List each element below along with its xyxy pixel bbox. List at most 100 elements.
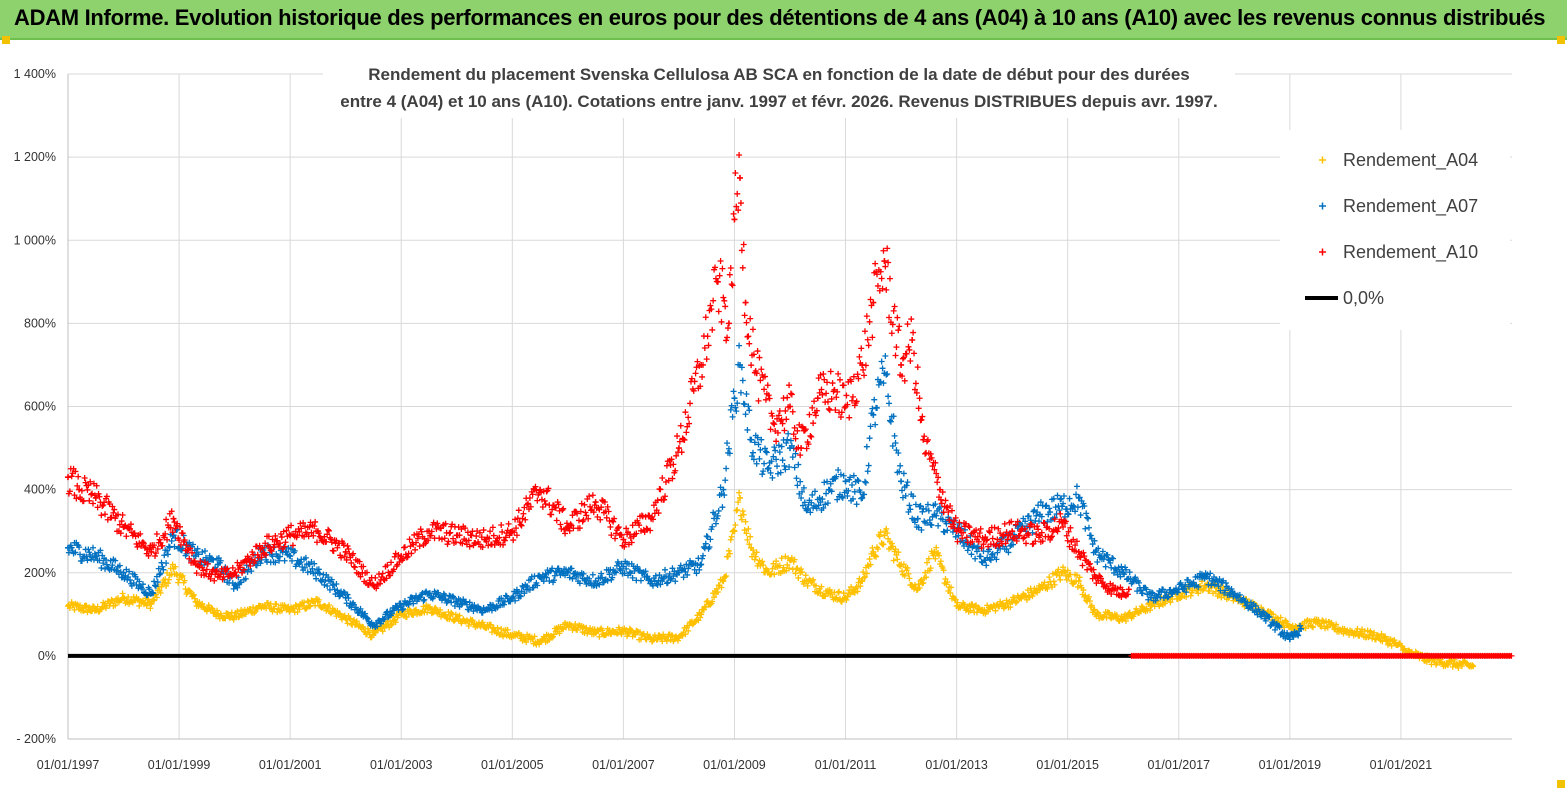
data-point xyxy=(791,424,798,431)
data-point xyxy=(186,555,193,562)
data-point xyxy=(1060,564,1067,571)
data-point xyxy=(534,582,541,589)
data-point xyxy=(383,575,390,582)
data-point xyxy=(118,596,125,603)
data-point xyxy=(750,456,757,463)
data-point xyxy=(75,473,82,480)
data-point xyxy=(416,543,423,550)
data-point xyxy=(487,528,494,535)
data-point xyxy=(1207,570,1214,577)
data-point xyxy=(1270,611,1277,618)
data-point xyxy=(524,583,531,590)
data-point xyxy=(918,527,925,534)
data-point xyxy=(684,423,691,430)
legend-swatch xyxy=(1319,248,1326,256)
data-point xyxy=(1036,534,1042,541)
data-point xyxy=(522,516,529,523)
data-point xyxy=(950,518,957,525)
data-point xyxy=(863,443,870,450)
data-point xyxy=(488,621,495,628)
data-point xyxy=(1121,571,1128,578)
data-point xyxy=(885,393,892,400)
data-point xyxy=(501,537,508,544)
data-point xyxy=(885,535,892,542)
data-point xyxy=(1085,515,1092,522)
data-point xyxy=(889,442,896,449)
data-point xyxy=(969,538,976,545)
data-point xyxy=(553,517,560,524)
data-point xyxy=(614,525,621,532)
data-point xyxy=(486,535,493,542)
data-point xyxy=(326,527,333,534)
data-point xyxy=(668,456,675,463)
data-point xyxy=(947,589,954,596)
data-point xyxy=(376,580,383,587)
data-point xyxy=(400,605,407,612)
data-point xyxy=(753,460,760,467)
data-point xyxy=(1064,510,1071,517)
data-point xyxy=(702,314,709,321)
data-point xyxy=(559,507,566,514)
data-point xyxy=(797,478,804,485)
data-point xyxy=(722,573,729,580)
data-point xyxy=(210,556,217,563)
data-point xyxy=(867,561,874,568)
data-point xyxy=(574,510,581,517)
data-point xyxy=(890,413,897,420)
data-point xyxy=(313,539,320,546)
data-point xyxy=(152,583,159,590)
data-point xyxy=(885,259,892,266)
data-point xyxy=(933,512,940,519)
data-point xyxy=(823,490,830,497)
data-point xyxy=(1277,614,1284,621)
data-point xyxy=(761,386,768,393)
data-point xyxy=(560,505,567,512)
data-point xyxy=(807,432,814,439)
data-point xyxy=(868,302,875,309)
data-point xyxy=(512,597,519,604)
data-point xyxy=(757,562,764,569)
data-point xyxy=(463,598,470,605)
data-point xyxy=(745,525,752,532)
data-point xyxy=(737,174,744,181)
data-point xyxy=(267,547,274,554)
data-point xyxy=(392,619,399,626)
data-point xyxy=(739,264,746,271)
data-point xyxy=(824,379,831,386)
data-point xyxy=(1082,592,1089,599)
data-point xyxy=(150,590,157,597)
data-point xyxy=(903,482,910,489)
data-point xyxy=(792,435,799,442)
data-point xyxy=(268,548,275,555)
data-point xyxy=(898,478,905,485)
data-point xyxy=(903,350,910,357)
data-point xyxy=(1010,541,1017,548)
data-point xyxy=(664,579,671,586)
data-point xyxy=(1282,617,1289,624)
data-point xyxy=(286,552,293,559)
data-point xyxy=(119,590,126,597)
data-point xyxy=(623,565,630,572)
data-point xyxy=(72,549,79,556)
data-point xyxy=(1050,578,1057,585)
data-point xyxy=(146,545,153,552)
data-point xyxy=(80,607,87,614)
data-point xyxy=(425,537,432,544)
data-point xyxy=(888,330,895,337)
data-point xyxy=(991,524,998,531)
data-point xyxy=(310,532,317,539)
data-point xyxy=(494,624,501,631)
data-point xyxy=(580,570,587,577)
data-point xyxy=(710,297,717,304)
data-point xyxy=(199,548,206,555)
chart: - 200%0%200%400%600%800%1 000%1 200%1 40… xyxy=(0,40,1567,790)
data-point xyxy=(276,553,283,560)
data-point xyxy=(927,565,934,572)
data-point xyxy=(276,557,283,564)
data-point xyxy=(549,634,556,641)
data-point xyxy=(299,564,306,571)
data-point xyxy=(1297,622,1304,629)
data-point xyxy=(1400,646,1407,653)
data-point xyxy=(936,504,943,511)
data-point xyxy=(285,603,292,610)
